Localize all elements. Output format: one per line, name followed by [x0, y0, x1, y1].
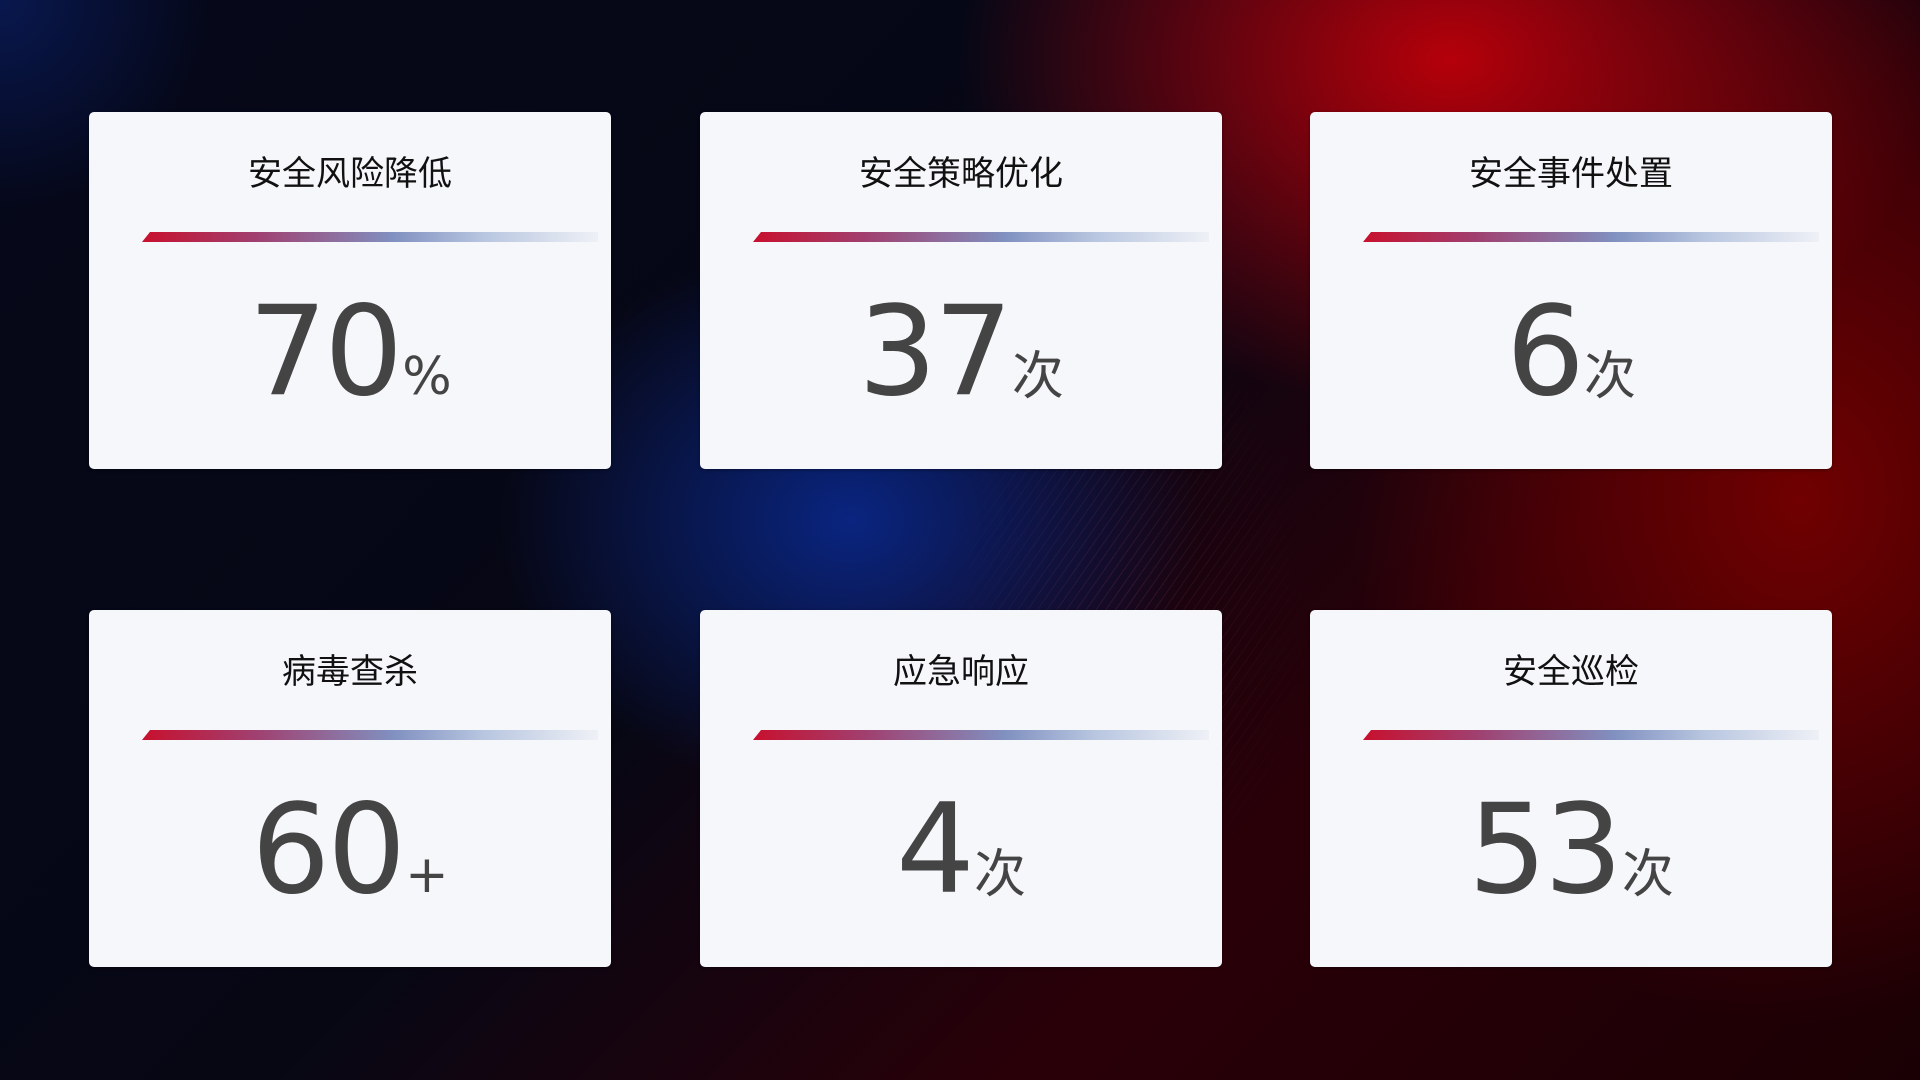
stat-card-risk-reduction: 安全风险降低 70%	[89, 112, 611, 469]
divider-bar	[753, 730, 1209, 740]
divider-bar	[1363, 730, 1819, 740]
card-value: 4次	[700, 780, 1222, 920]
card-title: 病毒查杀	[282, 652, 418, 692]
card-value: 70%	[89, 282, 611, 422]
stat-card-policy-optimization: 安全策略优化 37次	[700, 112, 1222, 469]
card-title: 安全策略优化	[859, 154, 1063, 194]
card-value: 37次	[700, 282, 1222, 422]
card-value: 6次	[1310, 282, 1832, 422]
stat-card-security-patrol: 安全巡检 53次	[1310, 610, 1832, 967]
value-number: 37	[858, 280, 1013, 424]
value-number: 53	[1468, 778, 1623, 922]
stat-card-emergency-response: 应急响应 4次	[700, 610, 1222, 967]
value-unit: 次	[1583, 347, 1636, 407]
value-unit: +	[405, 845, 449, 905]
value-unit: %	[402, 347, 452, 407]
value-number: 70	[248, 280, 403, 424]
card-value: 53次	[1310, 780, 1832, 920]
value-unit: 次	[1621, 845, 1674, 905]
stat-card-incident-handling: 安全事件处置 6次	[1310, 112, 1832, 469]
divider-bar	[1363, 232, 1819, 242]
divider-bar	[753, 232, 1209, 242]
card-title: 应急响应	[893, 652, 1029, 692]
value-unit: 次	[973, 845, 1026, 905]
divider-bar	[142, 730, 598, 740]
value-unit: 次	[1011, 347, 1064, 407]
card-value: 60+	[89, 780, 611, 920]
stat-card-virus-removal: 病毒查杀 60+	[89, 610, 611, 967]
card-title: 安全事件处置	[1469, 154, 1673, 194]
value-number: 6	[1506, 280, 1585, 424]
value-number: 60	[251, 778, 406, 922]
value-number: 4	[896, 778, 975, 922]
divider-bar	[142, 232, 598, 242]
card-title: 安全风险降低	[248, 154, 452, 194]
card-title: 安全巡检	[1503, 652, 1639, 692]
